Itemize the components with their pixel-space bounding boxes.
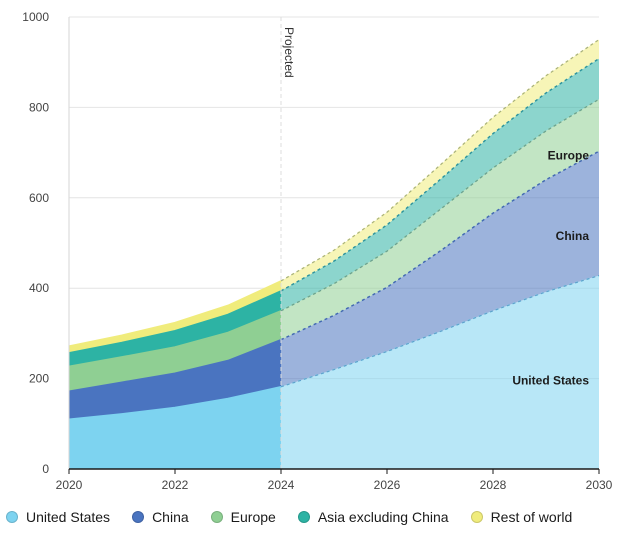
label-layer: Projected United States China Europe [282,27,589,387]
x-tick-label: 2030 [586,478,613,492]
axis-layer: 0 200 400 600 800 1000 2020 2022 2024 2026 2028 203… [22,10,612,492]
x-tick-label: 2024 [268,478,295,492]
legend-label: Rest of world [490,509,573,525]
legend-label: Asia excluding China [317,509,449,525]
line-historical-asia-excluding-china [68,290,282,354]
area-historical-europe [69,310,281,392]
area-projected-rest-of-world [281,39,599,291]
inline-label-china: China [556,229,590,243]
y-tick-label: 400 [29,281,49,295]
projection-label: Projected [282,27,296,78]
line-projected-china [280,150,600,341]
line-projected-united-states [280,274,600,388]
area-projected-china [281,151,599,387]
stacked-area-chart: 0 200 400 600 800 1000 2020 2022 2024 2026 2028 203… [22,10,612,492]
legend-swatch-icon [6,511,18,523]
legend-item-united-states: United States [6,509,110,525]
line-historical-china [68,339,282,392]
y-tick-label: 0 [42,462,49,476]
line-historical-europe [68,310,282,368]
x-tick-label: 2026 [374,478,401,492]
line-projected-rest-of-world [280,38,600,282]
y-tick-label: 200 [29,372,49,386]
area-historical-china [69,339,281,420]
line-historical-rest-of-world [68,280,282,347]
legend-label: United States [26,509,111,525]
area-layer [69,39,599,469]
y-tick-label: 600 [29,191,49,205]
edge-projected-asia-excluding-china [280,58,600,292]
y-tick-label: 1000 [22,10,49,24]
line-projected-asia-excluding-china [280,57,600,292]
line-layer [68,17,600,469]
legend-item-china: China [132,509,189,525]
area-projected-united-states [281,275,599,469]
area-projected-europe [281,99,599,340]
edge-projected-united-states [280,275,600,388]
legend-item-europe: Europe [210,509,276,525]
inline-label-europe: Europe [548,148,590,162]
x-tick-label: 2022 [162,478,189,492]
y-tick-label: 800 [29,100,49,114]
edge-projected-china [280,150,600,341]
legend-label: China [152,509,189,525]
area-historical-united-states [69,386,281,469]
x-tick-label: 2028 [480,478,507,492]
chart-legend: United States China Europe Asia excluding C… [6,509,594,525]
legend-item-asia-excluding-china: Asia excluding China [297,509,449,525]
legend-item-rest-of-world: Rest of world [470,509,573,525]
legend-label: Europe [230,509,276,525]
line-historical-united-states [68,386,282,421]
inline-label-united-states: United States [512,373,589,387]
area-projected-asia-excluding-china [281,58,599,311]
x-tick-label: 2020 [56,478,83,492]
area-historical-asia-excluding-china [69,290,281,367]
legend-swatch-icon [132,511,145,523]
area-historical-rest-of-world [69,280,281,353]
legend-swatch-icon [210,511,223,523]
legend-swatch-icon [470,511,483,523]
legend-swatch-icon [297,511,310,523]
edge-projected-rest-of-world [280,39,600,282]
